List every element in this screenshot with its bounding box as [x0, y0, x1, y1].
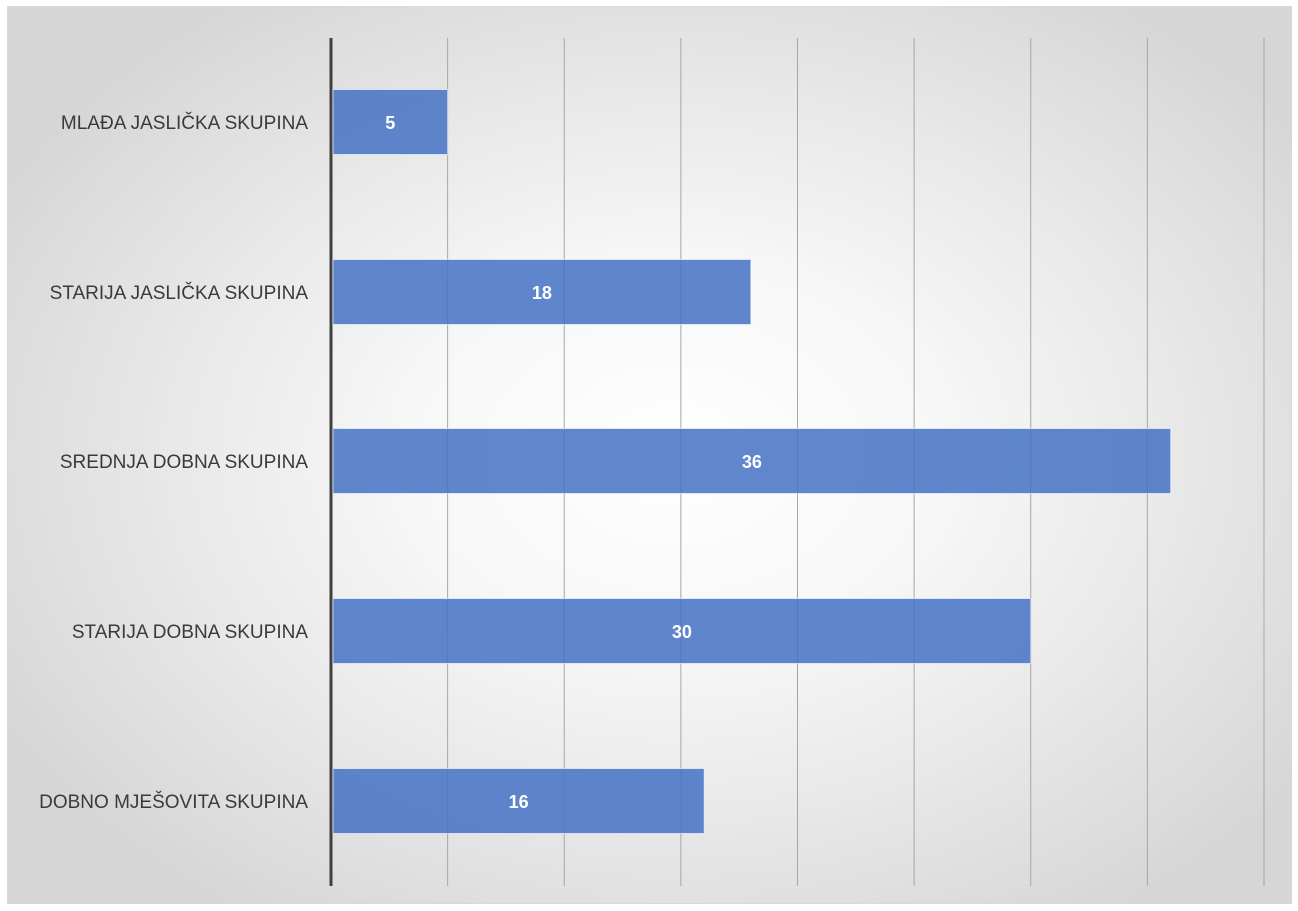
category-label: DOBNO MJEŠOVITA SKUPINA — [39, 791, 308, 813]
bars — [332, 89, 1172, 834]
bar — [332, 428, 1172, 494]
category-labels: MLAĐA JASLIČKA SKUPINA STARIJA JASLIČKA S… — [39, 112, 308, 813]
category-label: SREDNJA DOBNA SKUPINA — [60, 452, 308, 473]
data-labels: 5 18 36 30 16 — [385, 113, 762, 812]
data-label: 30 — [672, 622, 692, 642]
bar — [332, 259, 752, 325]
data-label: 5 — [385, 113, 395, 133]
data-label: 36 — [742, 452, 762, 472]
data-label: 18 — [532, 283, 552, 303]
category-label: MLAĐA JASLIČKA SKUPINA — [61, 112, 308, 134]
bar — [332, 598, 1032, 664]
category-label: STARIJA DOBNA SKUPINA — [72, 622, 308, 643]
bar — [332, 768, 705, 834]
data-label: 16 — [509, 792, 529, 812]
bar — [332, 89, 449, 155]
category-label: STARIJA JASLIČKA SKUPINA — [50, 282, 309, 304]
